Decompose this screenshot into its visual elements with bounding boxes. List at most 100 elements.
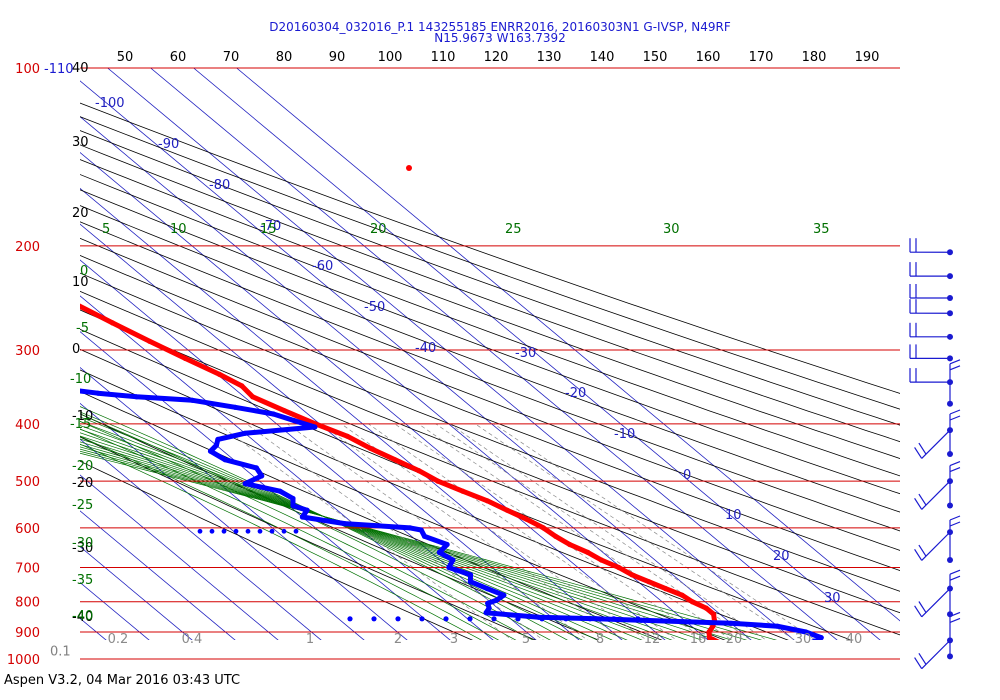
wind-barb-flag [949, 515, 961, 521]
moist-adiabat-line [80, 411, 583, 640]
dry-adiabat-line [80, 205, 900, 513]
dry-adiabat-line [80, 460, 473, 640]
moist-adiabat-label: -15 [70, 417, 91, 432]
dewpoint-trace-point [683, 619, 689, 625]
wind-barb-flag [949, 617, 961, 623]
mixing-ratio-line [217, 423, 513, 640]
moist-adiabat-label: 15 [260, 222, 277, 237]
dry-adiabat-line [80, 436, 537, 640]
moist-adiabat-label: -30 [72, 536, 93, 551]
dewpoint-trace-point [242, 430, 248, 436]
moist-adiabat-label: -25 [72, 498, 93, 513]
wind-barb [947, 461, 961, 509]
dewpoint-dotted-point [635, 616, 641, 622]
top-axis-tick-label: 50 [117, 50, 134, 65]
mixing-ratio-label: 0.2 [108, 632, 129, 647]
dewpoint-dotted-point [293, 528, 299, 534]
dewpoint-trace-point [213, 442, 219, 448]
moist-adiabat-label: -10 [70, 372, 91, 387]
isotherm-label: -50 [364, 300, 385, 315]
pressure-tick-label: 200 [15, 240, 40, 255]
wind-barb-flag [949, 415, 961, 421]
dewpoint-trace-point [484, 586, 490, 592]
wind-barb-flag [914, 657, 923, 670]
moist-adiabat-label: -40 [72, 609, 93, 624]
moist-adiabat-line [80, 425, 628, 640]
dewpoint-dotted-point [371, 616, 377, 622]
mixing-ratio-line [435, 423, 752, 640]
isotherm-line [150, 68, 838, 640]
moist-adiabat-line [80, 406, 568, 640]
dewpoint-trace-point [38, 386, 43, 391]
isotherm-label: -30 [515, 346, 536, 361]
moist-adiabat-label: 20 [370, 222, 387, 237]
wind-barb-flag [949, 409, 961, 415]
dry-adiabat-line [80, 174, 900, 477]
isotherm-line [80, 474, 279, 640]
dewpoint-trace-point [18, 386, 23, 391]
top-axis-tick-label: 180 [802, 50, 827, 65]
isotherm-line [236, 68, 900, 622]
dry-adiabat-label: -40 [72, 610, 93, 625]
moist-adiabat-label: -35 [72, 573, 93, 588]
temperature-trace-point [679, 592, 685, 598]
moist-adiabat-line [80, 441, 703, 640]
mixing-ratio-line [418, 423, 733, 640]
temperature-trace-point [71, 301, 76, 306]
dewpoint-trace-point [842, 651, 847, 656]
temperature-trace-point [460, 488, 466, 494]
temperature-trace [80, 303, 720, 640]
temperature-trace-point [435, 478, 441, 484]
dewpoint-trace-point [259, 473, 265, 479]
dewpoint-trace-point [728, 620, 734, 626]
moist-adiabat-label: 25 [505, 222, 522, 237]
moist-adiabat-line [80, 420, 613, 640]
dewpoint-trace-point [312, 424, 318, 430]
pressure-tick-label: 800 [15, 596, 40, 611]
moist-adiabat-line [80, 428, 643, 640]
mixing-ratio-line [368, 423, 678, 640]
isotherm-line [80, 187, 623, 640]
dewpoint-trace-point [803, 629, 809, 635]
dewpoint-trace-point [467, 572, 474, 578]
wind-barb-flag [914, 548, 923, 561]
dewpoint-trace-point [0, 301, 1, 306]
dry-adiabat-line [80, 144, 900, 443]
temperature-trace-point [239, 383, 245, 389]
dewpoint-dotted-point [245, 528, 251, 534]
moist-adiabat-line [80, 413, 551, 640]
dewpoint-dotted-point [419, 616, 425, 622]
dry-adiabat-line [80, 391, 663, 640]
moist-adiabat-label: -5 [76, 321, 89, 336]
dry-adiabat-line [80, 369, 726, 640]
dewpoint-dotted-point [221, 528, 227, 534]
dry-adiabat-line [80, 255, 900, 571]
temperature-trace-point [416, 468, 422, 474]
temperature-trace-point [182, 355, 188, 361]
temperature-trace-point [706, 629, 712, 635]
wind-barb-staff [921, 429, 951, 459]
mixing-ratio-line [449, 423, 767, 640]
wind-barb [909, 284, 953, 301]
wind-barb-flag [949, 575, 961, 581]
wind-barb-flag [949, 359, 961, 365]
temperature-trace-point [567, 541, 573, 548]
wind-barb [914, 585, 953, 618]
isotherm-line [80, 366, 408, 640]
dry-adiabat-label: -30 [72, 541, 93, 556]
dewpoint-trace [80, 388, 824, 640]
temperature-trace-point [281, 408, 287, 414]
temperature-trace-point [250, 394, 256, 400]
dewpoint-trace-point [494, 597, 500, 603]
wind-barb-flag [949, 611, 961, 617]
chart-title-line-2: N15.9673 W163.7392 [434, 31, 566, 45]
pressure-tick-label: 100 [15, 62, 40, 77]
wind-barb-flag [918, 493, 927, 506]
dewpoint-trace-point [486, 605, 492, 611]
pressure-tick-label: 600 [15, 522, 40, 537]
temperature-isolated-point [406, 165, 412, 171]
isotherm-line [107, 68, 795, 640]
wind-barb-flag [918, 544, 927, 557]
top-axis-tick-label: 190 [855, 50, 880, 65]
dry-adiabat-label: -20 [72, 476, 93, 491]
